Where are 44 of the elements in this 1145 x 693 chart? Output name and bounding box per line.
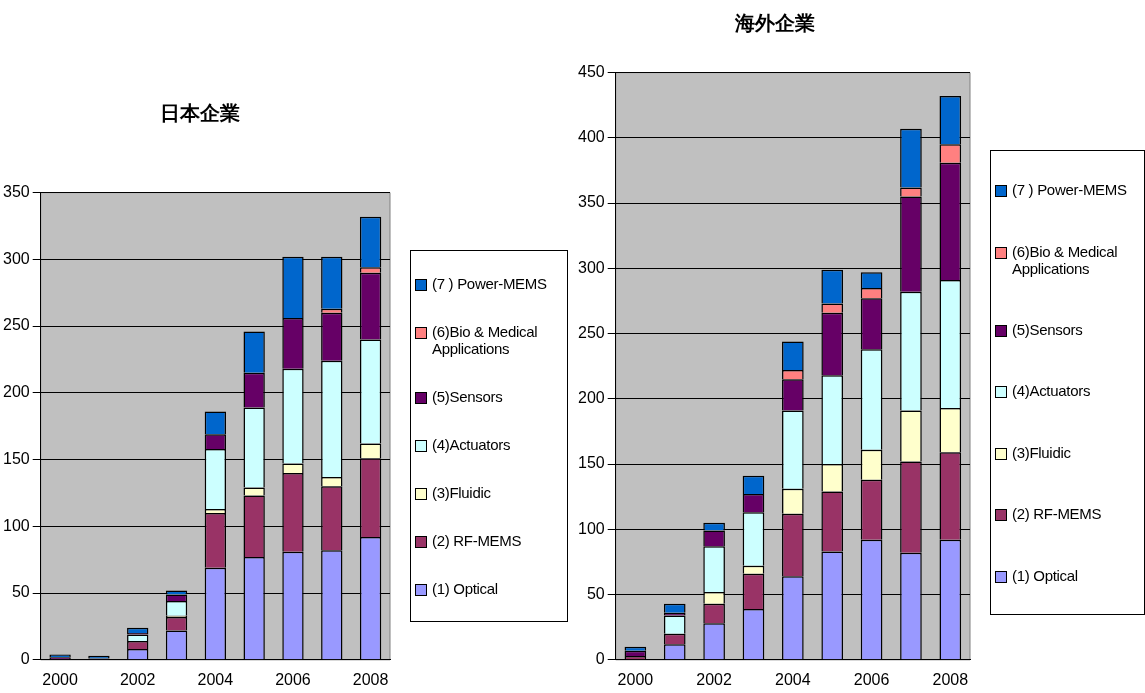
x-tick-label: 2002 [119,670,156,688]
chart-title: 海外企業 [734,10,816,37]
legend-label: (6)Bio & Medical Applications [432,322,539,357]
y-tick-label: 0 [595,650,605,668]
legend-label: (3)Fluidic [432,484,491,502]
x-tick-label: 2000 [42,670,78,688]
legend-label: (5)Sensors [432,387,503,405]
y-tick-label: 350 [2,183,30,201]
legend-label: (6)Bio & Medical Applications [1012,242,1119,277]
y-tick-label: 150 [577,454,605,472]
x-tick-label: 2006 [853,670,890,688]
y-tick-label: 50 [586,584,605,602]
x-tick-label: 2004 [197,670,234,688]
chart-title: 日本企業 [159,100,241,127]
x-tick-label: 2008 [352,670,389,688]
y-tick-label: 450 [577,63,605,81]
legend-label: (4)Actuators [432,435,511,453]
y-tick-label: 250 [2,316,30,334]
legend-label: (2) RF-MEMS [432,532,522,550]
legend-label: (1) Optical [1012,566,1078,584]
y-tick-label: 0 [20,650,30,668]
y-tick-label: 250 [577,323,605,341]
y-tick-label: 400 [577,128,605,146]
y-tick-label: 300 [2,249,30,267]
x-tick-label: 2004 [775,670,811,688]
x-tick-label: 2006 [275,670,311,688]
y-tick-label: 200 [2,383,30,401]
legend-label: (7 ) Power-MEMS [1012,181,1127,199]
x-tick-label: 2008 [932,670,969,688]
legend-label: (5)Sensors [1012,321,1083,339]
x-tick-label: 2002 [696,670,733,688]
y-tick-label: 100 [577,519,605,537]
y-tick-label: 150 [2,449,30,467]
legend-label: (4)Actuators [1012,382,1091,400]
y-tick-label: 200 [577,389,605,407]
legend-label: (7 ) Power-MEMS [432,274,547,292]
y-tick-label: 350 [577,193,605,211]
y-tick-label: 300 [577,258,605,276]
legend-label: (2) RF-MEMS [1012,505,1102,523]
y-tick-label: 50 [11,583,30,601]
legend-label: (3)Fluidic [1012,443,1071,461]
legend-label: (1) Optical [432,580,498,598]
x-tick-label: 2000 [617,670,654,688]
y-tick-label: 100 [2,516,30,534]
